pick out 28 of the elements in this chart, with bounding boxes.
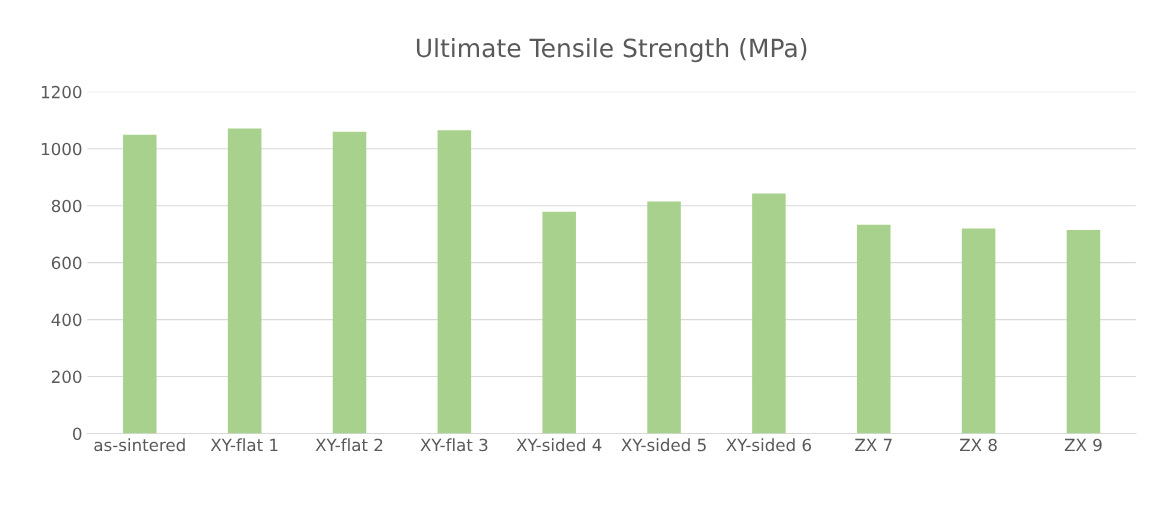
bar bbox=[856, 224, 891, 434]
bar bbox=[961, 228, 996, 434]
x-tick-label: XY-flat 3 bbox=[420, 438, 488, 452]
x-tick-label: XY-flat 2 bbox=[315, 438, 383, 452]
x-tick-label: ZX 7 bbox=[855, 438, 892, 452]
bar bbox=[123, 134, 157, 434]
y-tick-label: 0 bbox=[73, 427, 82, 441]
bar bbox=[752, 193, 786, 434]
bar bbox=[227, 128, 262, 434]
y-tick-label: 200 bbox=[51, 370, 82, 384]
bar bbox=[647, 201, 681, 434]
bar bbox=[542, 211, 576, 434]
bar bbox=[1066, 229, 1101, 434]
x-tick-label: XY-sided 4 bbox=[516, 438, 602, 452]
x-tick-label: XY-sided 6 bbox=[726, 438, 811, 452]
bar bbox=[332, 131, 367, 434]
y-tick-label: 600 bbox=[51, 256, 82, 270]
bar bbox=[437, 130, 472, 434]
x-tick-label: ZX 9 bbox=[1064, 438, 1102, 452]
chart-title: Ultimate Tensile Strength (MPa) bbox=[416, 38, 807, 63]
x-tick-label: ZX 8 bbox=[959, 438, 997, 452]
x-tick-label: XY-flat 1 bbox=[210, 438, 278, 452]
y-tick-label: 1000 bbox=[41, 142, 82, 156]
x-tick-label: as-sintered bbox=[94, 438, 185, 452]
y-tick-label: 800 bbox=[51, 199, 82, 213]
y-tick-label: 400 bbox=[51, 313, 82, 327]
x-tick-label: XY-sided 5 bbox=[621, 438, 706, 452]
y-tick-label: 1200 bbox=[41, 85, 82, 99]
